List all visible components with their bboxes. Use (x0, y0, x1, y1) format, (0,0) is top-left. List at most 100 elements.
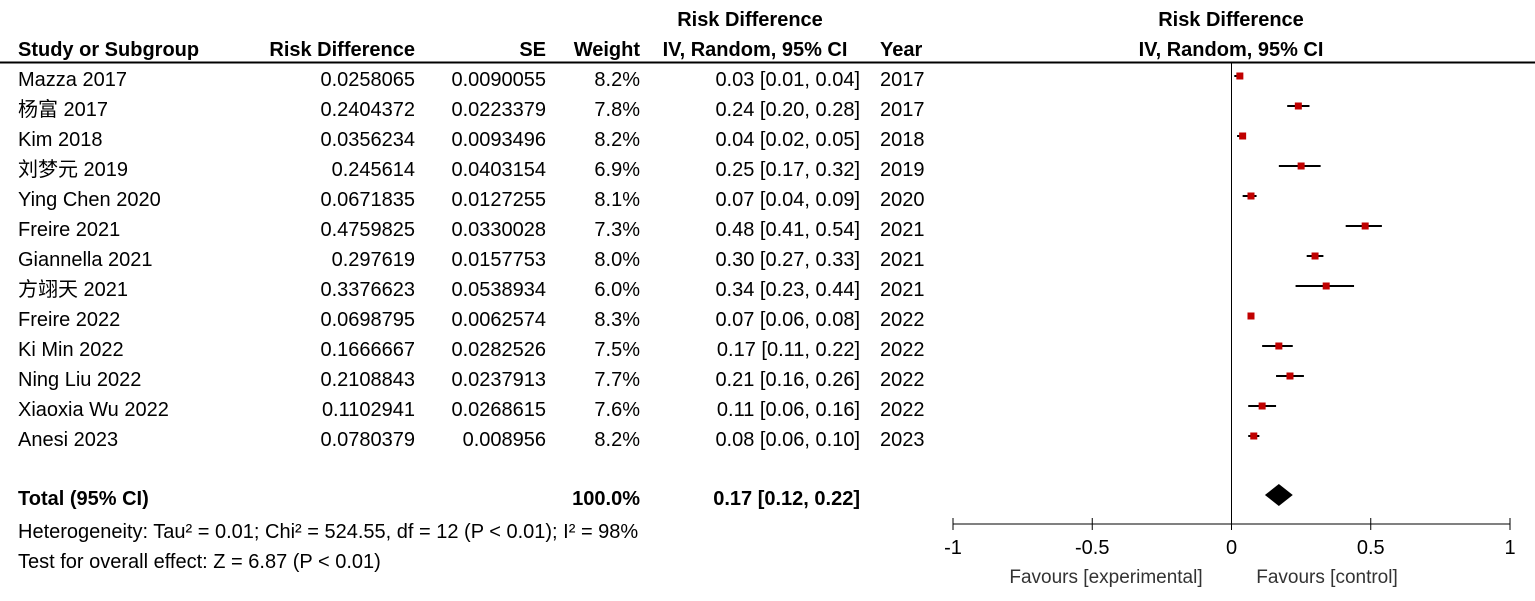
study-risk-difference: 0.0356234 (320, 129, 415, 151)
study-name: Mazza 2017 (18, 69, 127, 91)
study-se: 0.0538934 (451, 279, 546, 301)
total-weight: 100.0% (572, 488, 640, 510)
study-se: 0.0062574 (451, 309, 546, 331)
study-se: 0.0093496 (451, 129, 546, 151)
study-risk-difference: 0.2404372 (320, 99, 415, 121)
study-name: Ki Min 2022 (18, 339, 124, 361)
study-year: 2017 (880, 69, 925, 91)
study-name: 方翊天 2021 (18, 279, 129, 301)
study-ci: 0.03 [0.01, 0.04] (715, 69, 860, 91)
study-weight: 7.5% (594, 339, 640, 361)
study-point-estimate (1236, 72, 1244, 80)
study-weight: 8.3% (594, 309, 640, 331)
study-risk-difference: 0.2108843 (320, 369, 415, 391)
col-header-risk-difference: Risk Difference (269, 39, 415, 61)
total-ci: 0.17 [0.12, 0.22] (713, 488, 860, 510)
study-name: 杨富 2017 (18, 99, 109, 121)
col-header-year: Year (880, 39, 923, 61)
study-name: Kim 2018 (18, 129, 103, 151)
study-se: 0.0282526 (451, 339, 546, 361)
study-ci: 0.48 [0.41, 0.54] (715, 219, 860, 241)
study-weight: 7.7% (594, 369, 640, 391)
study-weight: 6.9% (594, 159, 640, 181)
study-ci: 0.25 [0.17, 0.32] (715, 159, 860, 181)
study-risk-difference: 0.245614 (331, 159, 415, 181)
study-year: 2023 (880, 429, 925, 451)
study-risk-difference: 0.0780379 (320, 429, 415, 451)
study-name: 刘梦元 2019 (18, 159, 129, 181)
study-name: Anesi 2023 (18, 429, 119, 451)
study-point-estimate (1247, 312, 1255, 320)
study-weight: 7.6% (594, 399, 640, 421)
study-ci: 0.11 [0.06, 0.16] (716, 399, 860, 421)
study-se: 0.0127255 (451, 189, 546, 211)
study-risk-difference: 0.3376623 (320, 279, 415, 301)
study-weight: 8.1% (594, 189, 640, 211)
study-risk-difference: 0.0698795 (320, 309, 415, 331)
x-tick-label: 0.5 (1357, 537, 1385, 559)
study-point-estimate (1275, 342, 1283, 350)
heterogeneity-text: Heterogeneity: Tau² = 0.01; Chi² = 524.5… (18, 521, 639, 543)
plot-header-ci: IV, Random, 95% CI (1138, 39, 1324, 61)
study-weight: 8.2% (594, 69, 640, 91)
study-point-estimate (1250, 432, 1258, 440)
study-se: 0.0157753 (451, 249, 546, 271)
study-point-estimate (1297, 162, 1305, 170)
study-ci: 0.08 [0.06, 0.10] (715, 429, 860, 451)
study-year: 2022 (880, 399, 925, 421)
study-point-estimate (1247, 192, 1255, 200)
favours-left-label: Favours [experimental] (1009, 567, 1202, 588)
study-year: 2022 (880, 369, 925, 391)
study-weight: 7.8% (594, 99, 640, 121)
study-year: 2022 (880, 309, 925, 331)
study-risk-difference: 0.297619 (331, 249, 415, 271)
study-point-estimate (1286, 372, 1294, 380)
col-header-ci: IV, Random, 95% CI (662, 39, 848, 61)
study-ci: 0.07 [0.06, 0.08] (715, 309, 860, 331)
study-year: 2019 (880, 159, 925, 181)
study-name: Ying Chen 2020 (18, 189, 161, 211)
study-se: 0.0403154 (451, 159, 546, 181)
study-point-estimate (1239, 132, 1247, 140)
study-risk-difference: 0.4759825 (320, 219, 415, 241)
pooled-diamond (1264, 484, 1293, 506)
plot-group-label: Risk Difference (1158, 9, 1304, 31)
study-year: 2021 (880, 249, 925, 271)
study-name: Giannella 2021 (18, 249, 153, 271)
study-se: 0.0223379 (451, 99, 546, 121)
study-ci: 0.21 [0.16, 0.26] (715, 369, 860, 391)
study-se: 0.0237913 (451, 369, 546, 391)
study-risk-difference: 0.0258065 (320, 69, 415, 91)
study-risk-difference: 0.0671835 (320, 189, 415, 211)
table-group-label: Risk Difference (677, 9, 823, 31)
col-header-weight: Weight (573, 39, 640, 61)
study-year: 2017 (880, 99, 925, 121)
favours-right-label: Favours [control] (1256, 567, 1398, 588)
study-se: 0.008956 (462, 429, 546, 451)
study-point-estimate (1294, 102, 1302, 110)
study-name: Xiaoxia Wu 2022 (18, 399, 169, 421)
study-se: 0.0090055 (451, 69, 546, 91)
study-risk-difference: 0.1666667 (320, 339, 415, 361)
x-tick-label: 0 (1226, 537, 1237, 559)
study-se: 0.0268615 (451, 399, 546, 421)
overall-effect-text: Test for overall effect: Z = 6.87 (P < 0… (18, 551, 381, 573)
x-tick-label: 1 (1504, 537, 1515, 559)
study-point-estimate (1311, 252, 1319, 260)
col-header-se: SE (519, 39, 546, 61)
study-weight: 6.0% (594, 279, 640, 301)
study-ci: 0.24 [0.20, 0.28] (715, 99, 860, 121)
study-year: 2021 (880, 279, 925, 301)
study-year: 2018 (880, 129, 925, 151)
study-year: 2020 (880, 189, 925, 211)
study-se: 0.0330028 (451, 219, 546, 241)
study-weight: 8.0% (594, 249, 640, 271)
study-point-estimate (1361, 222, 1369, 230)
col-header-study: Study or Subgroup (18, 39, 200, 61)
study-name: Ning Liu 2022 (18, 369, 142, 391)
study-name: Freire 2021 (18, 219, 121, 241)
study-ci: 0.30 [0.27, 0.33] (715, 249, 860, 271)
x-tick-label: -1 (944, 537, 962, 559)
study-year: 2022 (880, 339, 925, 361)
